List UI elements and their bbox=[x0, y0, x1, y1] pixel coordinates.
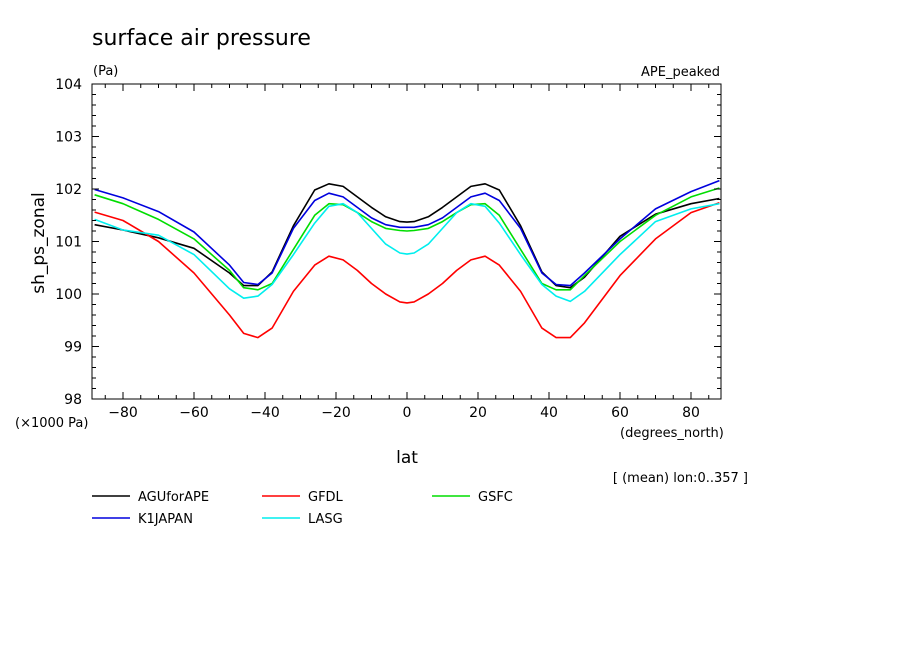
experiment-label: APE_peaked bbox=[641, 65, 720, 80]
x-ticks: −80 −60 −40 −20 0 20 40 60 80 bbox=[104, 84, 710, 421]
y-scale-note: (×1000 Pa) bbox=[15, 416, 88, 431]
x-axis-title: lat bbox=[396, 448, 418, 468]
y-tick-label: 104 bbox=[55, 77, 82, 93]
x-tick-label: 80 bbox=[682, 405, 700, 421]
series-line-lasg bbox=[94, 202, 720, 303]
series-line-aguforape bbox=[94, 183, 720, 289]
x-tick-label: 0 bbox=[403, 405, 412, 421]
legend-label-aguforape: AGUforAPE bbox=[138, 490, 209, 505]
series-layer bbox=[94, 179, 720, 339]
plot-frame bbox=[91, 83, 722, 400]
y-axis-title: sh_ps_zonal bbox=[29, 192, 49, 294]
legend-label-lasg: LASG bbox=[308, 512, 343, 527]
y-tick-label: 98 bbox=[64, 392, 82, 408]
y-tick-label: 100 bbox=[55, 287, 82, 303]
legend-label-k1japan: K1JAPAN bbox=[138, 512, 193, 527]
plot-area: −80 −60 −40 −20 0 20 40 60 80 98 99 100 101 102 103 10… bbox=[55, 77, 722, 421]
x-tick-label: 60 bbox=[611, 405, 629, 421]
y-tick-label: 103 bbox=[55, 130, 82, 146]
series-line-gsfc bbox=[94, 187, 720, 291]
chart-title: surface air pressure bbox=[92, 26, 311, 51]
x-tick-label: −60 bbox=[179, 405, 209, 421]
x-units-label: (degrees_north) bbox=[620, 426, 724, 441]
x-tick-label: −20 bbox=[321, 405, 351, 421]
y-tick-label: 99 bbox=[64, 340, 82, 356]
y-tick-label: 102 bbox=[55, 182, 82, 198]
series-line-gfdl bbox=[94, 201, 720, 339]
legend: AGUforAPE GFDL GSFC K1JAPAN LASG bbox=[92, 490, 513, 527]
y-tick-label: 101 bbox=[55, 235, 82, 251]
mean-note: [ (mean) lon:0..357 ] bbox=[613, 471, 748, 486]
series-line-k1japan bbox=[94, 179, 720, 287]
legend-label-gfdl: GFDL bbox=[308, 490, 344, 505]
x-tick-label: 40 bbox=[540, 405, 558, 421]
units-label: (Pa) bbox=[93, 64, 118, 79]
x-tick-label: −80 bbox=[108, 405, 138, 421]
y-ticks: 98 99 100 101 102 103 104 bbox=[55, 77, 721, 408]
x-tick-label: 20 bbox=[469, 405, 487, 421]
legend-label-gsfc: GSFC bbox=[478, 490, 513, 505]
x-tick-label: −40 bbox=[250, 405, 280, 421]
